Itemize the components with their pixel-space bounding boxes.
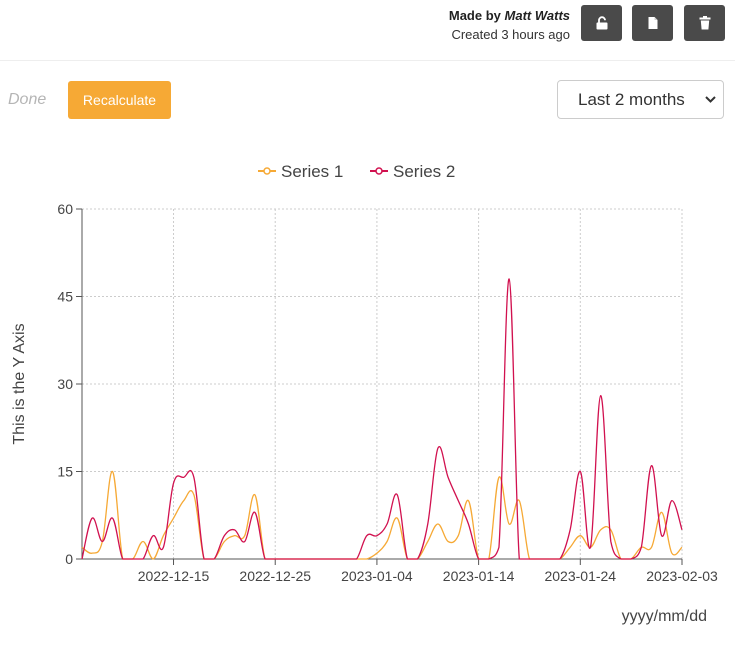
recalculate-button[interactable]: Recalculate — [68, 81, 171, 119]
series-line-1 — [81, 470, 683, 560]
unlock-button[interactable] — [581, 5, 622, 41]
copy-button[interactable] — [632, 5, 673, 41]
legend-label: Series 2 — [393, 162, 455, 181]
trash-icon — [699, 16, 710, 30]
author-info: Made by Matt Watts Created 3 hours ago — [449, 6, 570, 44]
x-tick-label: 2023-02-03 — [646, 568, 718, 584]
x-tick-label: 2023-01-24 — [544, 568, 616, 584]
made-by-label: Made by — [448, 8, 501, 23]
date-range-select[interactable]: Last 2 months — [557, 80, 724, 119]
y-tick-label: 60 — [57, 201, 73, 217]
copy-icon — [648, 17, 657, 29]
y-tick-label: 30 — [57, 376, 73, 392]
made-by-line: Made by Matt Watts — [449, 6, 570, 25]
y-tick-label: 45 — [57, 289, 73, 305]
created-time: Created 3 hours ago — [451, 27, 570, 42]
unlock-icon — [596, 16, 607, 30]
status-text: Done — [8, 91, 47, 108]
x-tick-label: 2023-01-04 — [341, 568, 413, 584]
series-line-2 — [81, 278, 683, 560]
legend-swatch-marker — [375, 167, 383, 175]
y-tick-label: 0 — [65, 551, 73, 567]
header-bar: Made by Matt Watts Created 3 hours ago — [0, 0, 735, 61]
date-range-value: Last 2 months — [578, 89, 685, 109]
chevron-down-icon — [705, 96, 716, 103]
x-tick-label: 2022-12-15 — [138, 568, 210, 584]
y-tick-label: 15 — [57, 464, 73, 480]
line-chart: 0 15 30 45 60 2022-12-15 2022-12-25 2023-01-04 2… — [11, 162, 718, 625]
legend-label: Series 1 — [281, 162, 343, 181]
delete-button[interactable] — [684, 5, 725, 41]
legend-swatch-marker — [263, 167, 271, 175]
x-tick-label: 2023-01-14 — [443, 568, 515, 584]
x-axis-label: yyyy/mm/dd — [622, 608, 707, 625]
x-tick-label: 2022-12-25 — [239, 568, 311, 584]
author-name: Matt Watts — [504, 8, 570, 23]
y-axis-label: This is the Y Axis — [11, 323, 28, 444]
